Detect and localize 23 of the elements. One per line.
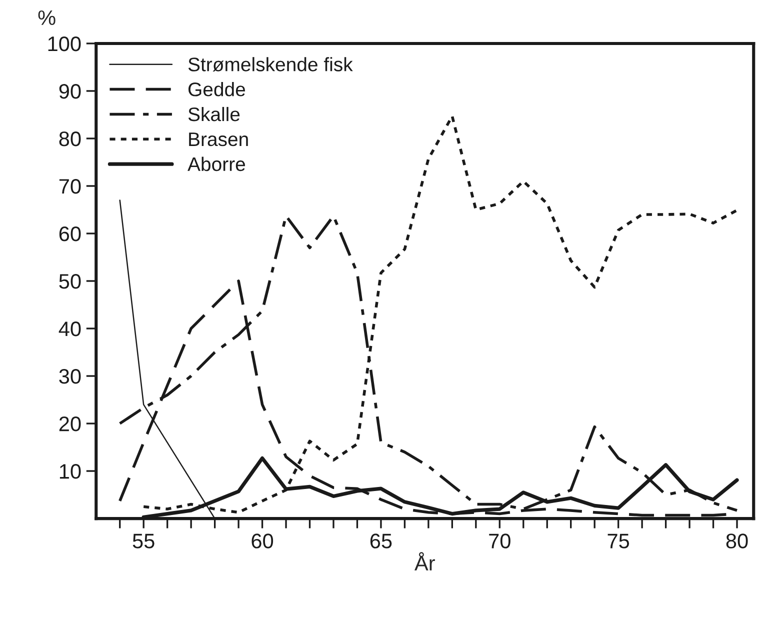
x-tick-label: 55	[132, 534, 154, 548]
legend-label: Strømelskende fisk	[188, 57, 353, 72]
x-axis-title: År	[414, 552, 435, 570]
y-tick-label: 50	[59, 274, 81, 289]
y-tick-label: 20	[59, 416, 81, 432]
y-tick-label: 90	[59, 84, 81, 99]
y-tick-label: 10	[60, 464, 81, 479]
legend-label: Gedde	[188, 82, 246, 96]
x-tick-label: 75	[608, 534, 630, 548]
y-tick-label: 70	[59, 178, 81, 194]
x-tick-label: 80	[726, 534, 748, 548]
x-tick-label: 70	[489, 534, 510, 548]
x-tick-label: 65	[370, 534, 392, 548]
legend-label: Aborre	[188, 156, 246, 172]
y-tick-label: 40	[58, 322, 81, 336]
legend-label: Skalle	[188, 106, 240, 122]
x-tick-label: 60	[252, 534, 274, 548]
y-tick-label: 80	[59, 131, 81, 146]
y-axis-title: %	[38, 10, 56, 26]
y-tick-label: 100	[48, 36, 81, 52]
y-tick-label: 60	[59, 226, 81, 242]
legend-label: Brasen	[189, 132, 248, 146]
y-tick-label: 30	[59, 369, 81, 384]
